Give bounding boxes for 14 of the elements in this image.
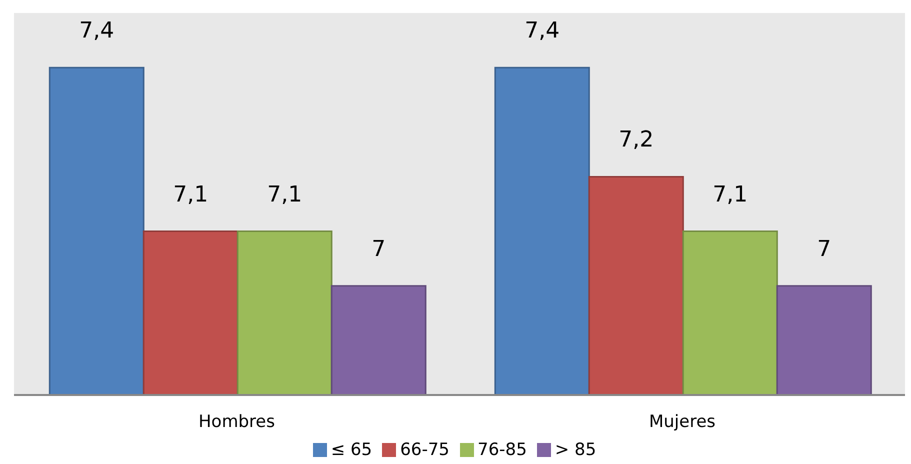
data-label: 7,4 [79,18,114,44]
x-tick-label: Hombres [198,412,276,432]
legend-label: 66-75 [400,440,450,460]
legend-label: ≤ 65 [330,440,372,460]
data-label: 7,4 [524,18,560,44]
data-label: 7 [817,236,832,262]
data-label: 7,2 [618,128,654,153]
data-label: 7 [372,236,386,262]
x-tick-label: Mujeres [648,412,716,432]
data-label: 7,1 [267,182,302,208]
data-label: 7,1 [173,182,208,208]
legend-label: > 85 [554,440,596,460]
legend-label: 76-85 [478,440,527,460]
data-label: 7,1 [712,182,748,208]
